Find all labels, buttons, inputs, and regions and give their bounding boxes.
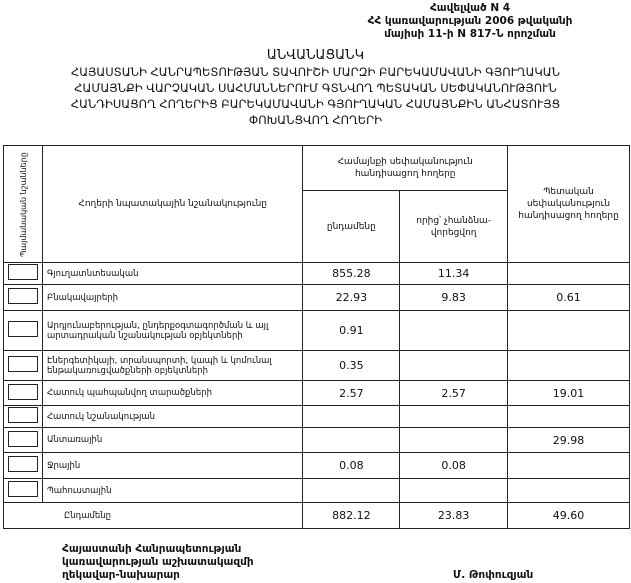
legend-symbol-cell	[3, 405, 43, 428]
header-state: Պետական սեփականություն հանդիսացող հողերը	[507, 145, 630, 263]
legend-symbol-cell	[3, 284, 43, 311]
row-label: Գյուղատնտեսական	[41, 262, 304, 285]
row-total	[302, 427, 401, 453]
row-state	[507, 452, 630, 479]
totals-row: Ընդամենը 882.12 23.83 49.60	[2, 502, 630, 529]
row-of-which	[399, 310, 509, 351]
land-table: Պայմանական նշանները Հողերի նպատակային նշ…	[2, 145, 630, 529]
row-state	[507, 310, 630, 351]
table-row: Ջրային 0.08 0.08	[3, 452, 630, 479]
row-of-which: 11.34	[399, 262, 509, 285]
table-row: Արդյունաբերության, ընդերքօգտագործման և ա…	[3, 310, 630, 351]
totals-of-which: 23.83	[399, 502, 509, 529]
table-row: Բնակավայրերի 22.93 9.83 0.61	[3, 284, 630, 311]
row-total: 0.08	[302, 452, 401, 479]
position-line: կառավարության աշխատակազմի	[62, 556, 254, 568]
row-state: 0.61	[507, 284, 630, 311]
row-of-which	[399, 350, 509, 381]
row-of-which	[399, 478, 509, 503]
title-line: ՀԱՅԱՍՏԱՆԻ ՀԱՆՐԱՊԵՏՈՒԹՅԱՆ ՏԱՎՈՒՇԻ ՄԱՐԶԻ Բ…	[71, 65, 560, 79]
annex-line: մայիսի 11-ի N 817-Ն որոշման	[384, 28, 556, 40]
position-line: Հայաստանի Հանրապետության	[62, 543, 242, 555]
row-label: Բնակավայրերի	[41, 284, 304, 311]
table-row: Հատուկ նշանակության	[3, 405, 630, 428]
header-total: ընդամենը	[302, 190, 401, 263]
signatory-position: Հայաստանի Հանրապետության կառավարության ա…	[62, 543, 254, 582]
row-total: 0.35	[302, 350, 401, 381]
row-state: 19.01	[507, 380, 630, 406]
row-total: 855.28	[302, 262, 401, 285]
title-line: ԱՆՎԱՆԱՑԱՆԿ	[266, 48, 365, 63]
title-line: ՓՈԽԱՆՑՎՈՂ ՀՈՂԵՐԻ	[248, 113, 383, 127]
row-label: Հատուկ պահպանվող տարածքների	[41, 380, 304, 406]
legend-symbol-cell	[3, 478, 43, 503]
row-state	[507, 478, 630, 503]
legend-symbol-cell	[3, 452, 43, 479]
row-of-which: 2.57	[399, 380, 509, 406]
legend-swatch-icon	[7, 456, 38, 472]
legend-symbol-cell	[3, 310, 43, 351]
row-label: Հատուկ նշանակության	[41, 405, 304, 428]
table-row: Հատուկ պահպանվող տարածքների 2.57 2.57 19…	[3, 380, 630, 406]
row-state	[507, 350, 630, 381]
row-of-which	[399, 427, 509, 453]
table-row: Անտառային 29.98	[3, 427, 630, 453]
legend-swatch-icon	[7, 288, 38, 304]
row-total: 2.57	[302, 380, 401, 406]
row-state	[507, 405, 630, 428]
annex-reference: Հավելված N 4 ՀՀ կառավարության 2006 թվակա…	[340, 2, 600, 41]
legend-swatch-icon	[7, 481, 38, 497]
legend-swatch-icon	[7, 430, 38, 447]
legend-symbol-cell	[3, 380, 43, 406]
totals-total: 882.12	[302, 502, 401, 529]
document-title: ԱՆՎԱՆԱՑԱՆԿ ՀԱՅԱՍՏԱՆԻ ՀԱՆՐԱՊԵՏՈՒԹՅԱՆ ՏԱՎՈ…	[0, 48, 631, 128]
row-of-which	[399, 405, 509, 428]
legend-swatch-icon	[7, 407, 38, 423]
row-of-which: 0.08	[399, 452, 509, 479]
row-total: 22.93	[302, 284, 401, 311]
row-label: Արդյունաբերության, ընդերքօգտագործման և ա…	[41, 310, 304, 351]
totals-label: Ընդամենը	[2, 502, 304, 529]
row-state: 29.98	[507, 427, 630, 453]
legend-swatch-icon	[7, 383, 38, 400]
legend-swatch-icon	[7, 356, 38, 372]
table-row: Էներգետիկայի, տրանսպորտի, կապի և կոմունա…	[3, 350, 630, 381]
row-of-which: 9.83	[399, 284, 509, 311]
annex-line: ՀՀ կառավարության 2006 թվականի	[367, 15, 573, 27]
table-row: Գյուղատնտեսական 855.28 11.34	[3, 262, 630, 285]
legend-swatch-icon	[7, 264, 38, 280]
row-state	[507, 262, 630, 285]
row-label: Ջրային	[41, 452, 304, 479]
row-label: Էներգետիկայի, տրանսպորտի, կապի և կոմունա…	[41, 350, 304, 381]
row-label: Պահուստային	[41, 478, 304, 503]
row-label: Անտառային	[41, 427, 304, 453]
position-line: ղեկավար-նախարար	[62, 569, 180, 581]
row-total	[302, 478, 401, 503]
row-total: 0.91	[302, 310, 401, 351]
legend-symbol-cell	[3, 262, 43, 285]
signatory-name: Մ. Թոփուզյան	[453, 569, 534, 581]
header-symbols: Պայմանական նշանները	[3, 145, 43, 263]
legend-swatch-icon	[7, 321, 38, 337]
header-of-which: որից՝ չհանձնա-վորեցվող	[399, 190, 509, 263]
legend-symbol-cell	[3, 427, 43, 453]
legend-symbol-cell	[3, 350, 43, 381]
title-line: ՀԱՆԴԻՍԱՑՈՂ ՀՈՂԵՐԻՑ ԲԱՐԵԿԱՄԱՎԱՆԻ ԳՅՈՒՂԱԿԱ…	[70, 97, 561, 111]
header-community: Համայնքի սեփականություն հանդիսացող հողեր…	[302, 145, 509, 191]
row-total	[302, 405, 401, 428]
table-row: Պահուստային	[3, 478, 630, 503]
annex-line: Հավելված N 4	[429, 2, 511, 14]
title-line: ՀԱՄԱՅՆՔԻ ՎԱՐՉԱԿԱՆ ՍԱՀՄԱՆՆԵՐՈՒՄ ԳՏՆՎՈՂ ՊԵ…	[74, 81, 557, 95]
header-purpose: Հողերի նպատակային նշանակությունը	[41, 145, 304, 263]
totals-state: 49.60	[507, 502, 630, 529]
